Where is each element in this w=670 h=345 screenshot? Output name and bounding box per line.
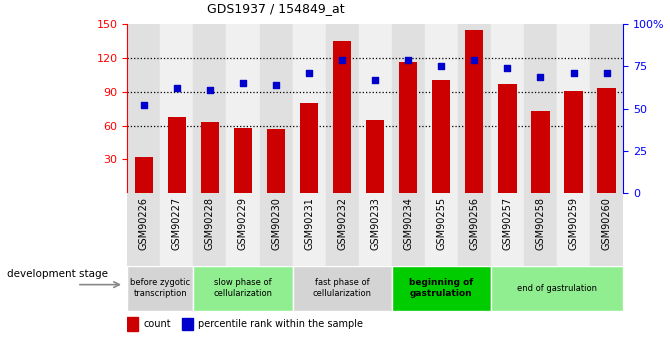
FancyBboxPatch shape [392, 266, 491, 311]
Point [238, 80, 249, 86]
Text: GSM90259: GSM90259 [569, 197, 578, 250]
Point [139, 102, 149, 108]
Bar [465, 30, 484, 193]
Point [535, 74, 546, 79]
Point [204, 87, 215, 93]
Bar [598, 88, 616, 193]
Bar [234, 128, 252, 193]
Point [502, 65, 513, 71]
Bar [392, 24, 425, 193]
Text: GSM90230: GSM90230 [271, 197, 281, 250]
Bar [590, 193, 623, 269]
Bar [182, 318, 193, 330]
Text: GSM90227: GSM90227 [172, 197, 182, 250]
Text: GSM90232: GSM90232 [337, 197, 347, 250]
Bar [226, 193, 259, 269]
Bar [127, 193, 160, 269]
Bar [127, 24, 160, 193]
Bar [259, 24, 293, 193]
Bar [259, 193, 293, 269]
Point [337, 57, 348, 62]
Bar [491, 193, 524, 269]
Bar [458, 24, 491, 193]
Bar [201, 122, 219, 193]
Point [304, 70, 314, 76]
Bar [498, 84, 517, 193]
Bar [557, 24, 590, 193]
Bar [458, 193, 491, 269]
Text: GSM90233: GSM90233 [371, 197, 380, 250]
Bar [358, 193, 392, 269]
Point [271, 82, 281, 88]
Bar [392, 193, 425, 269]
Text: GSM90258: GSM90258 [535, 197, 545, 250]
Bar [399, 62, 417, 193]
Bar [267, 129, 285, 193]
Point [436, 63, 447, 69]
Bar [168, 117, 186, 193]
Text: count: count [143, 318, 172, 328]
Bar [590, 24, 623, 193]
Bar [358, 24, 392, 193]
Point [469, 57, 480, 62]
Text: fast phase of
cellularization: fast phase of cellularization [313, 278, 372, 298]
Bar [333, 41, 351, 193]
Bar [557, 193, 590, 269]
Bar [425, 24, 458, 193]
Text: GSM90260: GSM90260 [602, 197, 612, 250]
Text: GSM90256: GSM90256 [470, 197, 479, 250]
Bar [160, 24, 194, 193]
Bar [491, 24, 524, 193]
Bar [531, 111, 549, 193]
Bar [425, 193, 458, 269]
Text: GSM90255: GSM90255 [436, 197, 446, 250]
Bar [293, 193, 326, 269]
Text: GSM90226: GSM90226 [139, 197, 149, 250]
Bar [160, 193, 194, 269]
FancyBboxPatch shape [293, 266, 392, 311]
Text: end of gastrulation: end of gastrulation [517, 284, 597, 293]
Text: beginning of
gastrulation: beginning of gastrulation [409, 278, 474, 298]
Bar [135, 157, 153, 193]
Point [601, 70, 612, 76]
Bar [524, 24, 557, 193]
Bar [127, 317, 138, 331]
FancyBboxPatch shape [491, 266, 623, 311]
Text: development stage: development stage [7, 269, 108, 279]
Text: GSM90231: GSM90231 [304, 197, 314, 250]
Point [403, 57, 413, 62]
Bar [432, 80, 450, 193]
Bar [226, 24, 259, 193]
Text: slow phase of
cellularization: slow phase of cellularization [214, 278, 273, 298]
Text: percentile rank within the sample: percentile rank within the sample [198, 318, 363, 328]
Bar [524, 193, 557, 269]
Point [172, 86, 182, 91]
FancyBboxPatch shape [127, 266, 194, 311]
Bar [564, 91, 583, 193]
Point [568, 70, 579, 76]
Text: GSM90229: GSM90229 [238, 197, 248, 250]
Bar [366, 120, 385, 193]
Bar [293, 24, 326, 193]
Point [370, 77, 381, 83]
Bar [326, 24, 358, 193]
Text: GSM90257: GSM90257 [502, 197, 513, 250]
Bar [194, 24, 226, 193]
Text: before zygotic
transcription: before zygotic transcription [130, 278, 190, 298]
Bar [326, 193, 358, 269]
Text: GDS1937 / 154849_at: GDS1937 / 154849_at [207, 2, 345, 16]
FancyBboxPatch shape [194, 266, 293, 311]
Bar [194, 193, 226, 269]
Text: GSM90228: GSM90228 [205, 197, 215, 250]
Bar [300, 103, 318, 193]
Text: GSM90234: GSM90234 [403, 197, 413, 250]
